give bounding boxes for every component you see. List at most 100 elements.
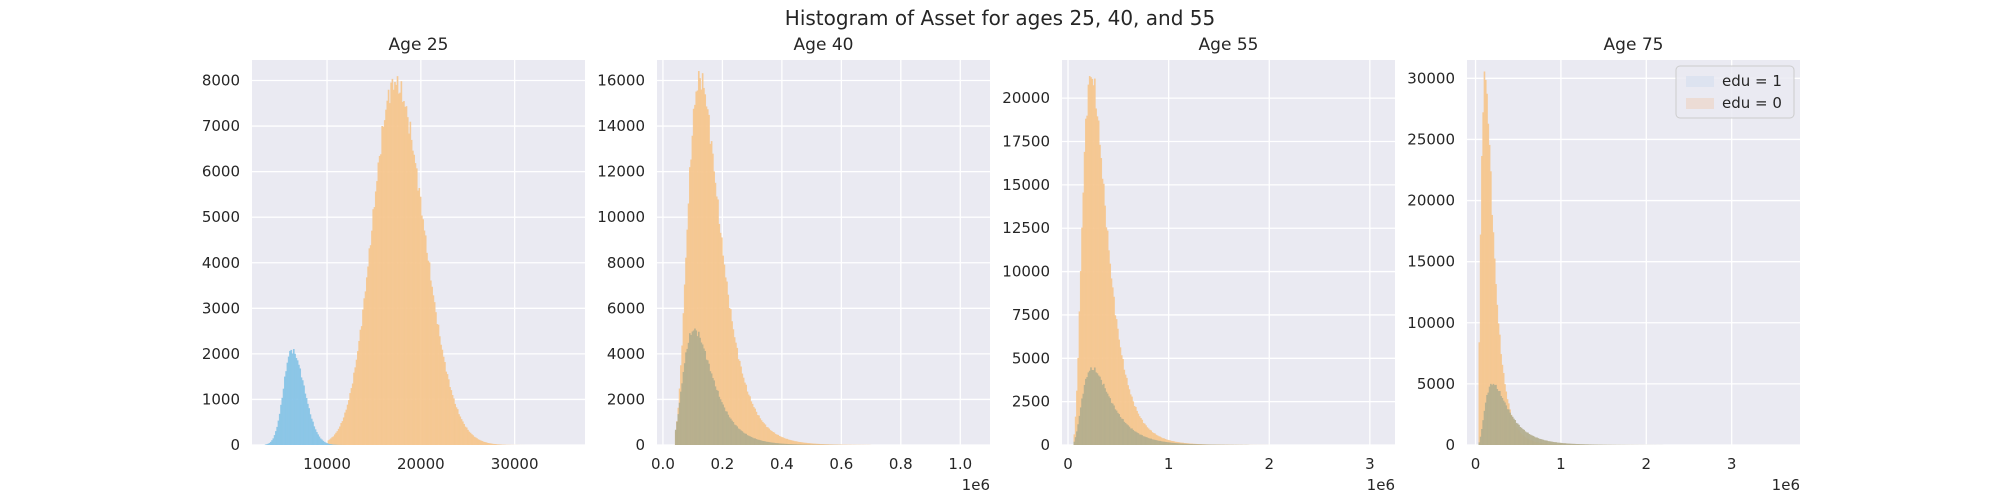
histogram-bar	[759, 418, 762, 445]
histogram-bar	[747, 394, 750, 445]
histogram-bar	[719, 232, 722, 445]
histogram-bar	[1187, 443, 1190, 445]
histogram-bar	[1479, 436, 1482, 445]
histogram-bar	[1546, 440, 1549, 445]
histogram-bar	[372, 209, 375, 445]
histogram-bar	[781, 437, 783, 445]
histogram-bar	[685, 352, 687, 445]
histogram-bar	[1574, 443, 1577, 445]
histogram-bar	[1499, 334, 1501, 445]
histogram-bar	[735, 342, 737, 445]
histogram-bar	[1481, 428, 1483, 445]
histogram-bar	[454, 403, 456, 445]
histogram-bar	[277, 420, 280, 445]
x-tick-label: 1	[1556, 455, 1566, 473]
histogram-bar	[694, 328, 696, 445]
axis-offset-label: 1e6	[1772, 476, 1800, 494]
histogram-bar	[430, 280, 432, 445]
histogram-bar	[1169, 442, 1172, 445]
histogram-bar	[333, 434, 336, 445]
histogram-bar	[318, 436, 321, 445]
histogram-bar	[280, 404, 282, 445]
histogram-bar	[310, 418, 313, 445]
histogram-bar	[767, 427, 769, 445]
histogram-bar	[1119, 416, 1122, 445]
histogram-bar	[405, 106, 408, 446]
histogram-bar	[724, 277, 727, 445]
histogram-bar	[322, 440, 325, 445]
histogram-bar	[1588, 444, 1591, 445]
histogram-bar	[342, 417, 345, 445]
histogram-bar	[314, 429, 317, 445]
histogram-bar	[331, 444, 334, 445]
histogram-bar	[686, 348, 689, 445]
histogram-bar	[336, 431, 339, 445]
histogram-bar	[1101, 178, 1104, 446]
y-tick-label: 10000	[1002, 263, 1050, 281]
y-tick-label: 10000	[597, 208, 645, 226]
histogram-bar	[762, 441, 764, 445]
histogram-bar	[266, 444, 268, 445]
histogram-bar	[1152, 439, 1155, 445]
histogram-bar	[1511, 416, 1514, 445]
histogram-bar	[331, 437, 334, 445]
histogram-bar	[709, 371, 712, 445]
histogram-bar	[782, 443, 785, 445]
histogram-bar	[383, 120, 386, 445]
histogram-bar	[1522, 429, 1524, 445]
histogram-bar	[1163, 441, 1165, 445]
histogram-bar	[788, 439, 791, 445]
histogram-bar	[278, 413, 281, 445]
histogram-bar	[691, 135, 694, 446]
histogram-bar	[281, 397, 284, 445]
histogram-bar	[779, 443, 782, 445]
histogram-bar	[1132, 429, 1135, 445]
histogram-bar	[292, 349, 295, 445]
histogram-bar	[459, 416, 462, 445]
histogram-bar	[1516, 423, 1519, 445]
histogram-bar	[1481, 155, 1483, 446]
histogram-bar	[309, 414, 312, 445]
series-edu-0	[1073, 76, 1270, 446]
histogram-bar	[818, 443, 821, 445]
histogram-bar	[829, 444, 832, 445]
histogram-bar	[1482, 112, 1484, 445]
histogram-bar	[374, 191, 377, 445]
histogram-bar	[706, 360, 709, 445]
histogram-bar	[1077, 357, 1079, 445]
legend-entry: edu = 1	[1722, 72, 1782, 90]
histogram-bar	[1487, 123, 1490, 445]
y-tick-label: 2000	[607, 390, 645, 408]
histogram-bar	[482, 441, 485, 445]
histogram-bar	[777, 443, 780, 445]
histogram-bar	[1146, 437, 1149, 445]
histogram-bar	[786, 443, 788, 445]
histogram-bar	[358, 340, 360, 445]
histogram-bar	[1543, 440, 1546, 445]
histogram-bar	[327, 440, 330, 445]
histogram-bar	[392, 89, 395, 445]
histogram-bar	[1108, 250, 1110, 445]
histogram-bar	[833, 444, 836, 445]
histogram-bar	[355, 359, 358, 445]
histogram-bar	[1155, 434, 1158, 445]
histogram-bar	[290, 349, 293, 445]
histogram-bar	[730, 418, 732, 445]
histogram-bar	[791, 440, 794, 445]
histogram-bar	[390, 82, 392, 445]
panel-1: Age 25 0 1000 2000 3000 4000 5000 6000 7000 8000 1…	[202, 35, 585, 473]
histogram-bar	[799, 444, 801, 445]
y-tick-label: 15000	[1407, 253, 1455, 271]
histogram-bar	[736, 426, 739, 445]
histogram-bar	[326, 443, 328, 445]
histogram-bar	[699, 337, 701, 445]
histogram-bar	[714, 386, 717, 445]
histogram-bar	[1548, 441, 1551, 445]
histogram-bar	[1126, 424, 1128, 445]
histogram-bar	[1076, 390, 1078, 445]
histogram-bar	[1105, 227, 1108, 445]
histogram-bar	[1557, 442, 1560, 445]
histogram-bar	[300, 377, 303, 445]
histogram-bar	[1479, 234, 1482, 445]
histogram-bar	[268, 442, 271, 445]
